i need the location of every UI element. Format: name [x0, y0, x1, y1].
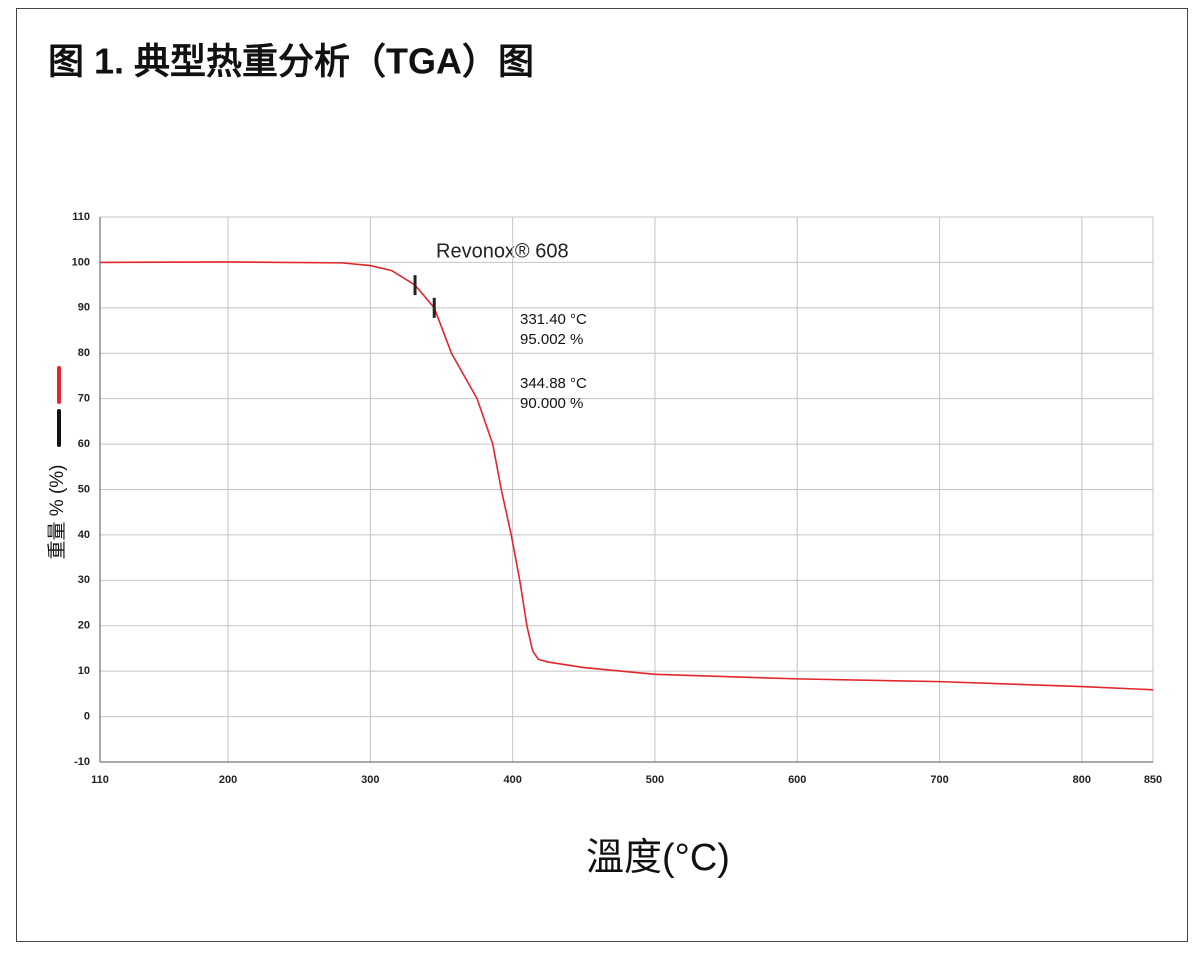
x-tick-label: 110	[91, 774, 109, 786]
x-tick-label: 400	[503, 774, 521, 786]
y-tick-label: 30	[78, 574, 90, 586]
y-tick-label: 0	[84, 710, 90, 722]
y-tick-label: 20	[78, 620, 90, 632]
y-tick-label: 90	[78, 302, 90, 314]
marker-label: 344.88 °C	[520, 375, 587, 392]
x-tick-label: 500	[646, 774, 664, 786]
y-tick-label: 50	[78, 483, 90, 495]
y-tick-label: 70	[78, 393, 90, 405]
y-tick-label: 80	[78, 347, 90, 359]
x-tick-label: 200	[219, 774, 237, 786]
x-tick-label: 300	[361, 774, 379, 786]
x-tick-label: 600	[788, 774, 806, 786]
y-tick-label: 60	[78, 438, 90, 450]
x-axis-label: 溫度(°C)	[586, 837, 730, 879]
y-tick-label: 40	[78, 529, 90, 541]
x-tick-label: 700	[930, 774, 948, 786]
marker-label: 95.002 %	[520, 331, 583, 348]
x-tick-label: 800	[1073, 774, 1091, 786]
marker-label: 331.40 °C	[520, 311, 587, 328]
y-axis-label: 重量 % (%)	[46, 464, 68, 559]
marker-label: 90.000 %	[520, 395, 583, 412]
frame	[16, 8, 1188, 942]
y-tick-label: -10	[74, 756, 90, 768]
y-tick-label: 110	[72, 211, 90, 223]
x-tick-label: 850	[1144, 774, 1162, 786]
chart-title: 图 1. 典型热重分析（TGA）图	[48, 41, 534, 82]
y-tick-label: 100	[72, 256, 90, 268]
y-tick-label: 10	[78, 665, 90, 677]
line	[99, 261, 1154, 691]
series-label: Revonox® 608	[436, 240, 569, 262]
